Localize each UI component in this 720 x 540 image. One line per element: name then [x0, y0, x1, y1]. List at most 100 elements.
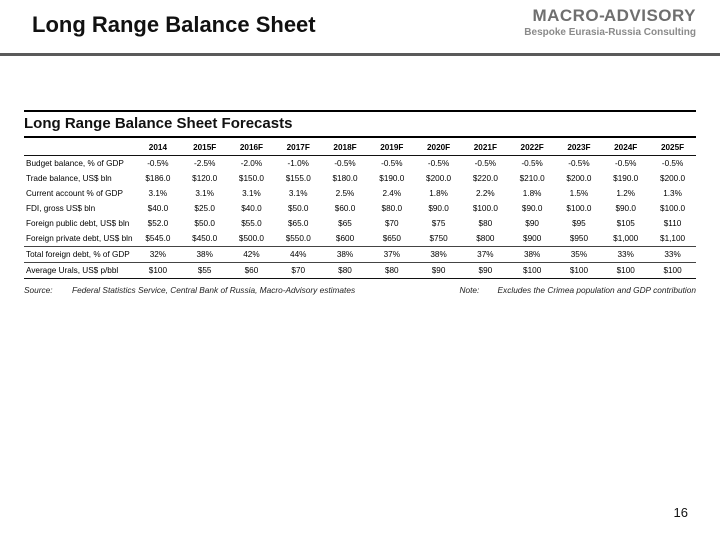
cell: $80 — [462, 216, 509, 231]
cell: 42% — [228, 247, 275, 263]
cell: $100 — [135, 263, 182, 279]
cell: -0.5% — [602, 156, 649, 172]
cell: $40.0 — [135, 201, 182, 216]
cell: $80 — [368, 263, 415, 279]
cell: $550.0 — [275, 231, 322, 247]
row-label: FDI, gross US$ bln — [24, 201, 135, 216]
cell: $90 — [415, 263, 462, 279]
cell: $55.0 — [228, 216, 275, 231]
cell: $80.0 — [368, 201, 415, 216]
cell: 32% — [135, 247, 182, 263]
cell: 37% — [368, 247, 415, 263]
cell: 2.4% — [368, 186, 415, 201]
row-label: Foreign private debt, US$ bln — [24, 231, 135, 247]
cell: -0.5% — [462, 156, 509, 172]
page-title: Long Range Balance Sheet — [32, 12, 316, 38]
col-year: 2021F — [462, 140, 509, 156]
cell: $90 — [509, 216, 556, 231]
cell: 38% — [509, 247, 556, 263]
cell: $80 — [322, 263, 369, 279]
cell: -2.0% — [228, 156, 275, 172]
col-year: 2017F — [275, 140, 322, 156]
table-title: Long Range Balance Sheet Forecasts — [24, 115, 696, 132]
cell: $100 — [602, 263, 649, 279]
cell: $950 — [556, 231, 603, 247]
cell: $90.0 — [415, 201, 462, 216]
logo-word-macro: MACRO — [532, 6, 599, 25]
cell: $55 — [181, 263, 228, 279]
cell: -1.0% — [275, 156, 322, 172]
cell: $65 — [322, 216, 369, 231]
table-row: Budget balance, % of GDP-0.5%-2.5%-2.0%-… — [24, 156, 696, 172]
table-row: Total foreign debt, % of GDP32%38%42%44%… — [24, 247, 696, 263]
cell: $600 — [322, 231, 369, 247]
logo-word-advisory: ADVISORY — [604, 6, 696, 25]
header-blank — [24, 140, 135, 156]
cell: $190.0 — [368, 171, 415, 186]
cell: $220.0 — [462, 171, 509, 186]
cell: -0.5% — [135, 156, 182, 172]
cell: $60 — [228, 263, 275, 279]
cell: $120.0 — [181, 171, 228, 186]
cell: $75 — [415, 216, 462, 231]
cell: $25.0 — [181, 201, 228, 216]
cell: $40.0 — [228, 201, 275, 216]
col-year: 2015F — [181, 140, 228, 156]
table-row: FDI, gross US$ bln$40.0$25.0$40.0$50.0$6… — [24, 201, 696, 216]
logo: MACRO-ADVISORY Bespoke Eurasia-Russia Co… — [524, 6, 696, 38]
cell: 38% — [181, 247, 228, 263]
cell: $50.0 — [181, 216, 228, 231]
cell: $450.0 — [181, 231, 228, 247]
cell: $650 — [368, 231, 415, 247]
row-label: Average Urals, US$ p/bbl — [24, 263, 135, 279]
cell: $150.0 — [228, 171, 275, 186]
cell: $95 — [556, 216, 603, 231]
cell: 3.1% — [275, 186, 322, 201]
cell: $100.0 — [462, 201, 509, 216]
cell: $90 — [462, 263, 509, 279]
cell: $186.0 — [135, 171, 182, 186]
cell: -2.5% — [181, 156, 228, 172]
cell: 38% — [415, 247, 462, 263]
logo-line1: MACRO-ADVISORY — [524, 6, 696, 26]
cell: $90.0 — [602, 201, 649, 216]
cell: 3.1% — [228, 186, 275, 201]
table-header-row: 2014 2015F 2016F 2017F 2018F 2019F 2020F… — [24, 140, 696, 156]
logo-tagline: Bespoke Eurasia-Russia Consulting — [524, 27, 696, 38]
col-year: 2016F — [228, 140, 275, 156]
cell: -0.5% — [509, 156, 556, 172]
cell: $110 — [649, 216, 696, 231]
table-row: Trade balance, US$ bln$186.0$120.0$150.0… — [24, 171, 696, 186]
col-year: 2019F — [368, 140, 415, 156]
cell: $155.0 — [275, 171, 322, 186]
row-label: Trade balance, US$ bln — [24, 171, 135, 186]
cell: 2.2% — [462, 186, 509, 201]
col-year: 2018F — [322, 140, 369, 156]
cell: $200.0 — [415, 171, 462, 186]
cell: $1,000 — [602, 231, 649, 247]
row-label: Total foreign debt, % of GDP — [24, 247, 135, 263]
cell: 35% — [556, 247, 603, 263]
source-note-row: Source: Federal Statistics Service, Cent… — [24, 285, 696, 295]
cell: $100 — [556, 263, 603, 279]
cell: -0.5% — [415, 156, 462, 172]
cell: -0.5% — [368, 156, 415, 172]
cell: $210.0 — [509, 171, 556, 186]
cell: 33% — [649, 247, 696, 263]
cell: $900 — [509, 231, 556, 247]
table-row: Average Urals, US$ p/bbl$100$55$60$70$80… — [24, 263, 696, 279]
table-row: Foreign public debt, US$ bln$52.0$50.0$5… — [24, 216, 696, 231]
cell: $70 — [275, 263, 322, 279]
cell: $180.0 — [322, 171, 369, 186]
col-year: 2024F — [602, 140, 649, 156]
cell: $750 — [415, 231, 462, 247]
cell: 44% — [275, 247, 322, 263]
row-label: Budget balance, % of GDP — [24, 156, 135, 172]
cell: -0.5% — [556, 156, 603, 172]
page-number: 16 — [674, 505, 688, 520]
cell: 38% — [322, 247, 369, 263]
table-row: Foreign private debt, US$ bln$545.0$450.… — [24, 231, 696, 247]
note-text: Excludes the Crimea population and GDP c… — [498, 285, 696, 295]
cell: 1.8% — [509, 186, 556, 201]
cell: $100.0 — [649, 201, 696, 216]
